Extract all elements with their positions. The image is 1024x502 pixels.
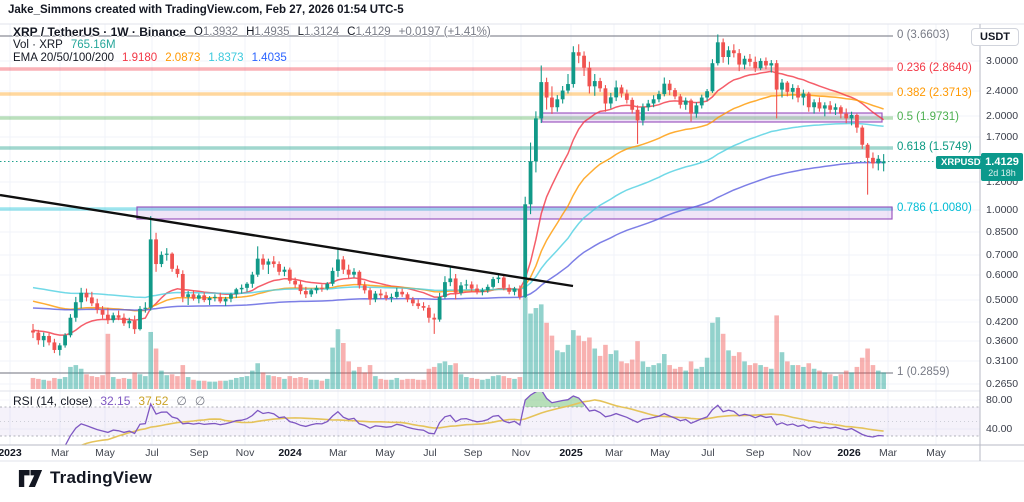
time-axis-month-label: Mar	[328, 447, 348, 459]
last-price: 1.4129	[985, 155, 1019, 168]
ema-label: EMA 20/50/100/200	[13, 52, 115, 64]
volume-value: 765.16M	[70, 39, 116, 51]
price-axis-label: 1.7000	[986, 131, 1019, 143]
time-axis-month-label: May	[926, 447, 946, 459]
price-axis-label: 0.5000	[986, 294, 1019, 306]
attribution-text: Jake_Simmons created with TradingView.co…	[8, 4, 404, 16]
ema-legend-row: EMA 20/50/100/200 1.9180 2.0873 1.8373 1…	[13, 52, 287, 64]
change-value: +0.0197 (+1.41%)	[398, 26, 491, 38]
close-value: C1.4129	[347, 26, 391, 38]
time-axis-month-label: Nov	[235, 447, 255, 459]
symbol-legend-row: XRP / TetherUS · 1W · Binance O1.3932 H1…	[13, 25, 491, 39]
time-axis-month-label: Mar	[878, 447, 898, 459]
time-axis-month-label: May	[375, 447, 395, 459]
price-axis-label: 0.2650	[986, 378, 1019, 390]
price-axis-label: 0.6000	[986, 269, 1019, 281]
fib-level-label: 0.382 (2.3713)	[897, 87, 972, 99]
volume-legend-row: Vol · XRP 765.16M	[13, 39, 116, 51]
ema20-value: 1.9180	[122, 52, 158, 64]
tradingview-brand-text: TradingView	[50, 468, 153, 487]
time-axis-month-label: Sep	[745, 447, 765, 459]
rsi-legend-row: RSI (14, close) 32.15 37.52 ∅ ∅	[13, 394, 205, 408]
ema200-value: 1.4035	[251, 52, 287, 64]
last-price-badge: 1.4129 2d 18h	[981, 153, 1023, 181]
hidden-value-icon: ∅	[176, 394, 187, 408]
volume-label: Vol · XRP	[13, 39, 63, 51]
price-axis-label: 0.7000	[986, 249, 1019, 261]
low-value: L1.3124	[297, 26, 340, 38]
fib-level-label: 0.236 (2.8640)	[897, 62, 972, 74]
tradingview-logo-icon	[18, 469, 43, 487]
time-axis-month-label: May	[95, 447, 115, 459]
time-axis-month-label: Mar	[50, 447, 70, 459]
price-axis-label: 0.3600	[986, 335, 1019, 347]
symbol-price-chip: XRPUSDT	[936, 156, 992, 169]
symbol-title: XRP / TetherUS · 1W · Binance	[13, 25, 186, 39]
time-axis-year-label: 2026	[837, 447, 861, 459]
hidden-value-icon: ∅	[194, 394, 206, 408]
fib-level-label: 0.786 (1.0080)	[897, 202, 972, 214]
price-axis-label: 3.0000	[986, 55, 1019, 67]
price-axis-label: 0.3100	[986, 355, 1019, 367]
price-axis-label: 2.0000	[986, 110, 1019, 122]
rsi-axis-label: 80.00	[986, 394, 1013, 406]
time-axis-year-label: 2025	[559, 447, 583, 459]
time-axis-month-label: Sep	[189, 447, 209, 459]
fib-level-label: 0 (3.6603)	[897, 29, 950, 41]
high-value: H1.4935	[246, 26, 290, 38]
rsi-ma-value: 37.52	[138, 394, 169, 408]
time-axis-month-label: Nov	[792, 447, 812, 459]
rsi-axis-label: 40.00	[986, 423, 1013, 435]
time-axis-year-label: 2023	[0, 447, 22, 459]
time-axis-year-label: 2024	[278, 447, 302, 459]
fib-level-label: 1 (0.2859)	[897, 366, 950, 378]
time-axis-month-label: Jul	[701, 447, 715, 459]
fib-level-label: 0.618 (1.5749)	[897, 141, 972, 153]
price-axis-label: 0.8500	[986, 226, 1019, 238]
time-axis-month-label: Nov	[511, 447, 531, 459]
ema100-value: 1.8373	[208, 52, 244, 64]
price-axis-label: 0.4200	[986, 316, 1019, 328]
price-axis-label: 1.0000	[986, 204, 1019, 216]
rsi-value: 32.15	[100, 394, 131, 408]
open-value: O1.3932	[193, 26, 239, 38]
currency-toggle-button[interactable]: USDT	[971, 28, 1019, 46]
rsi-label: RSI (14, close)	[13, 394, 93, 408]
bar-countdown: 2d 18h	[988, 168, 1016, 179]
footer: TradingView	[18, 468, 152, 488]
time-axis-month-label: Jul	[145, 447, 159, 459]
time-axis-month-label: Mar	[604, 447, 624, 459]
price-axis-label: 2.4000	[986, 85, 1019, 97]
time-axis-month-label: May	[650, 447, 670, 459]
fib-level-label: 0.5 (1.9731)	[897, 111, 960, 123]
ema50-value: 2.0873	[165, 52, 201, 64]
time-axis-month-label: Sep	[463, 447, 483, 459]
time-axis-month-label: Jul	[423, 447, 437, 459]
